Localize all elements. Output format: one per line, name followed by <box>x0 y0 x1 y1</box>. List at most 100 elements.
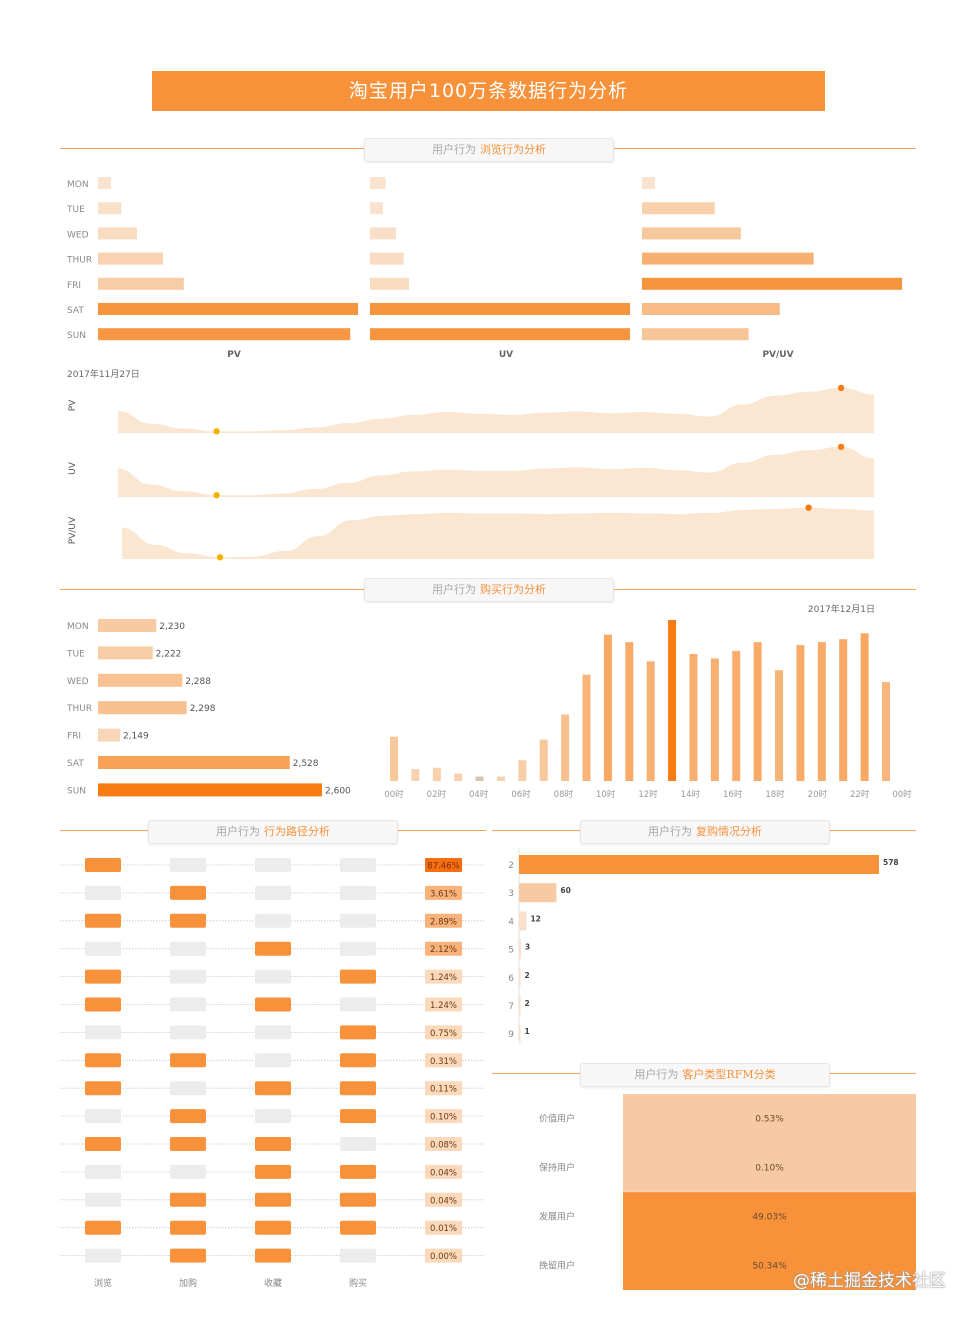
hourly-bar <box>496 776 505 781</box>
path-step <box>85 1081 121 1096</box>
page-title: 淘宝用户100万条数据行为分析 <box>152 71 825 111</box>
pct-label: 0.10% <box>430 1113 457 1123</box>
browse-bar <box>370 277 409 290</box>
browse-bar <box>370 202 383 215</box>
weekday-label: FRI <box>67 281 81 291</box>
path-step <box>340 1081 376 1096</box>
browse-bar <box>370 227 396 240</box>
pct-label: 1.24% <box>430 1001 457 1011</box>
purchase-bar <box>98 673 183 687</box>
x-tick-label: 04时 <box>469 789 489 800</box>
browse-bar <box>642 303 780 315</box>
hourly-bar <box>390 736 398 781</box>
pct-badge <box>425 858 462 872</box>
section-highlight: 行为路径分析 <box>264 825 330 838</box>
path-step <box>255 1137 291 1151</box>
path-step <box>340 1025 376 1040</box>
path-step <box>170 913 206 928</box>
min-marker <box>213 492 220 499</box>
min-marker <box>216 554 224 561</box>
purchase-bar <box>98 728 120 742</box>
browse-bar <box>98 252 163 265</box>
pct-badge <box>425 1137 462 1151</box>
hourly-bar <box>603 634 612 781</box>
pct-label: 0.11% <box>430 1085 457 1095</box>
pct-badge <box>425 1248 462 1263</box>
hourly-bar <box>710 658 719 781</box>
trend-area <box>122 507 874 559</box>
rfm-value: 0.10% <box>755 1164 784 1174</box>
browse-bar <box>370 328 630 341</box>
browse-bar <box>370 177 386 189</box>
x-tick-label: 00时 <box>384 789 404 800</box>
x-tick-label: 00时 <box>892 789 912 800</box>
x-tick-label: 10时 <box>596 789 616 800</box>
hourly-bar <box>561 714 570 781</box>
hourly-bar <box>839 639 848 781</box>
max-marker <box>805 504 812 511</box>
path-step <box>85 1053 121 1068</box>
data-label: 2,600 <box>325 786 351 796</box>
path-step <box>85 941 121 956</box>
path-step <box>85 1025 121 1040</box>
pct-label: 2.12% <box>430 945 457 955</box>
path-step <box>255 858 291 872</box>
repurchase-bar <box>519 939 521 959</box>
rfm-value: 49.03% <box>752 1213 787 1223</box>
trend-area <box>118 446 874 497</box>
pct-badge <box>425 1053 462 1068</box>
path-step <box>85 1220 121 1235</box>
section-prefix: 用户行为 <box>634 1068 679 1081</box>
rfm-cell <box>623 1143 916 1192</box>
pct-label: 0.04% <box>430 1196 457 1206</box>
hourly-bar <box>454 773 463 781</box>
repurchase-bar <box>519 1024 521 1044</box>
path-step <box>85 913 121 928</box>
rfm-value: 0.53% <box>755 1115 784 1125</box>
weekday-label: THUR <box>66 256 92 266</box>
browse-bar <box>98 277 184 290</box>
path-step <box>85 969 121 984</box>
pct-label: 2.89% <box>430 917 457 927</box>
path-step <box>255 1248 291 1263</box>
browse-bar <box>642 227 741 240</box>
column-label: 加购 <box>179 1277 197 1289</box>
data-label: 60 <box>560 886 570 895</box>
repurchase-bar <box>519 883 557 903</box>
weekday-label: SUN <box>67 331 86 341</box>
pct-badge <box>425 1220 462 1235</box>
hourly-bar <box>689 653 698 781</box>
hourly-bar <box>882 682 890 781</box>
purchase-bar <box>98 646 153 660</box>
path-step <box>85 1137 121 1151</box>
section-highlight: 复购情况分析 <box>696 825 762 838</box>
path-step <box>170 1192 206 1207</box>
purchase-bar <box>98 756 290 769</box>
browse-bar <box>370 252 404 265</box>
path-step <box>85 1248 121 1263</box>
browse-bar <box>370 303 630 315</box>
pct-label: 0.00% <box>430 1252 457 1262</box>
date-label: 2017年11月27日 <box>67 368 140 380</box>
date-label: 2017年12月1日 <box>808 603 875 615</box>
path-step <box>340 913 376 928</box>
section-prefix: 用户行为 <box>648 825 692 838</box>
repurchase-bar <box>519 967 521 987</box>
path-step <box>255 1025 291 1040</box>
path-step <box>170 1081 206 1096</box>
pct-badge <box>425 885 462 900</box>
data-label: 2,288 <box>185 677 211 687</box>
x-tick-label: 06时 <box>511 789 531 800</box>
rfm-category: 保持用户 <box>539 1162 575 1174</box>
pct-label: 0.31% <box>430 1057 457 1067</box>
watermark: @稀土掘金技术社区 <box>793 1271 946 1291</box>
section-header-browse: 用户行为 浏览行为分析 <box>364 138 614 162</box>
hourly-bar <box>582 674 591 781</box>
data-label: 3 <box>525 943 530 952</box>
series-label: PV <box>68 399 78 411</box>
max-marker <box>837 443 845 451</box>
section-prefix: 用户行为 <box>216 825 260 838</box>
